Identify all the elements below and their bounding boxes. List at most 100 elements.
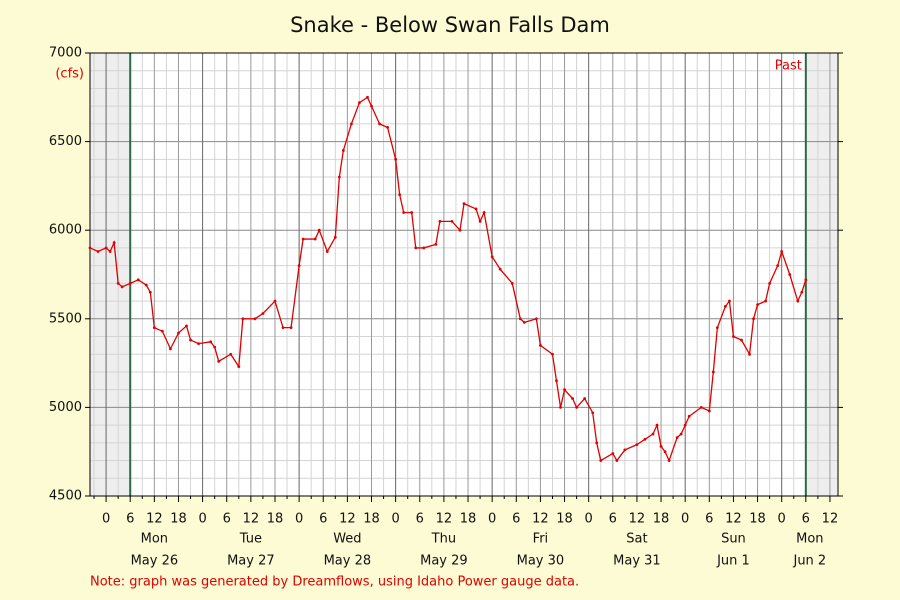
flow-point	[740, 338, 743, 342]
flow-point	[611, 452, 615, 455]
flow-point	[281, 326, 285, 330]
x-tick-label: 6	[802, 512, 810, 527]
note: Note: graph was generated by Dreamflows,…	[90, 575, 579, 590]
day-weekday: Sun	[721, 532, 746, 547]
flow-point	[732, 335, 735, 338]
flow-point	[788, 273, 792, 276]
day-date: May 30	[517, 554, 565, 569]
flow-point	[715, 326, 719, 330]
x-tick-label: 0	[295, 512, 303, 527]
x-tick-label: 12	[532, 512, 549, 527]
flow-point	[229, 352, 233, 356]
x-tick-label: 12	[339, 512, 356, 527]
flow-point	[434, 242, 438, 246]
flow-point	[490, 255, 494, 259]
flow-point	[482, 211, 486, 214]
flow-point	[301, 237, 305, 241]
flow-point	[189, 338, 192, 342]
day-weekday: Mon	[141, 532, 168, 547]
flow-point	[462, 202, 466, 206]
flow-point	[458, 228, 462, 232]
flow-point	[780, 250, 784, 253]
x-tick-label: 18	[170, 512, 187, 527]
flow-point	[169, 347, 172, 351]
flow-point	[804, 278, 808, 282]
flow-point	[534, 317, 538, 321]
flow-point	[237, 365, 241, 369]
flow-point	[591, 411, 595, 415]
flow-point	[764, 299, 768, 303]
y-tick-label: 6000	[49, 223, 82, 238]
flow-point	[599, 459, 603, 462]
flow-point	[148, 290, 152, 294]
y-tick-label: 5500	[49, 311, 82, 326]
x-tick-label: 6	[416, 512, 424, 527]
flow-point	[289, 326, 293, 330]
flow-point	[498, 267, 502, 271]
flow-point	[402, 211, 406, 214]
day-weekday: Fri	[533, 532, 549, 547]
flow-point	[510, 281, 514, 285]
flow-point	[776, 264, 780, 268]
x-tick-label: 0	[488, 512, 496, 527]
flow-point	[120, 285, 124, 289]
flow-point	[651, 432, 655, 436]
flow-point	[253, 317, 257, 321]
flow-point	[659, 444, 663, 448]
flow-point	[96, 250, 100, 253]
flow-point	[378, 122, 381, 126]
flow-point	[410, 211, 414, 214]
flow-point	[177, 331, 180, 335]
flow-point	[699, 406, 703, 409]
day-date: Jun 1	[716, 554, 750, 569]
flow-point	[160, 329, 164, 333]
x-tick-label: 6	[705, 512, 713, 527]
flow-point	[273, 299, 277, 303]
flow-point	[313, 237, 317, 241]
flow-point	[478, 219, 482, 223]
flow-point	[474, 207, 478, 211]
x-tick-label: 12	[436, 512, 453, 527]
flow-point	[723, 304, 727, 308]
flow-point	[116, 281, 120, 285]
x-tick-label: 12	[243, 512, 260, 527]
x-tick-label: 12	[822, 512, 839, 527]
day-weekday: Mon	[796, 532, 823, 547]
chart-title: Snake - Below Swan Falls Dam	[290, 13, 610, 37]
x-tick-label: 6	[319, 512, 327, 527]
x-tick-label: 18	[749, 512, 766, 527]
shade-after	[805, 53, 838, 496]
flow-point	[663, 450, 667, 454]
shade-before	[90, 53, 131, 496]
x-tick-label: 18	[556, 512, 573, 527]
flow-point	[104, 246, 108, 250]
flow-point	[563, 388, 566, 392]
flow-point	[643, 437, 647, 441]
flow-point	[595, 441, 599, 445]
past-label: Past	[775, 59, 802, 74]
day-date: May 26	[131, 554, 179, 569]
x-tick-label: 12	[146, 512, 163, 527]
flow-point	[768, 281, 772, 285]
flow-point	[667, 459, 671, 462]
flow-point	[358, 101, 361, 105]
flow-point	[539, 343, 542, 347]
flow-point	[370, 104, 373, 108]
flow-point	[261, 312, 265, 315]
flow-point	[152, 326, 156, 330]
x-tick-label: 0	[198, 512, 206, 527]
flow-point	[575, 406, 579, 409]
flow-point	[366, 95, 369, 99]
flow-point	[522, 320, 526, 324]
x-tick-label: 0	[102, 512, 110, 527]
x-tick-label: 6	[512, 512, 520, 527]
x-tick-label: 6	[609, 512, 617, 527]
flow-point	[213, 345, 217, 349]
x-tick-label: 12	[629, 512, 646, 527]
day-date: May 31	[613, 554, 661, 569]
x-tick-label: 18	[363, 512, 380, 527]
y-axis-label: (cfs)	[55, 67, 84, 82]
day-weekday: Wed	[333, 532, 361, 547]
x-tick-label: 18	[460, 512, 477, 527]
